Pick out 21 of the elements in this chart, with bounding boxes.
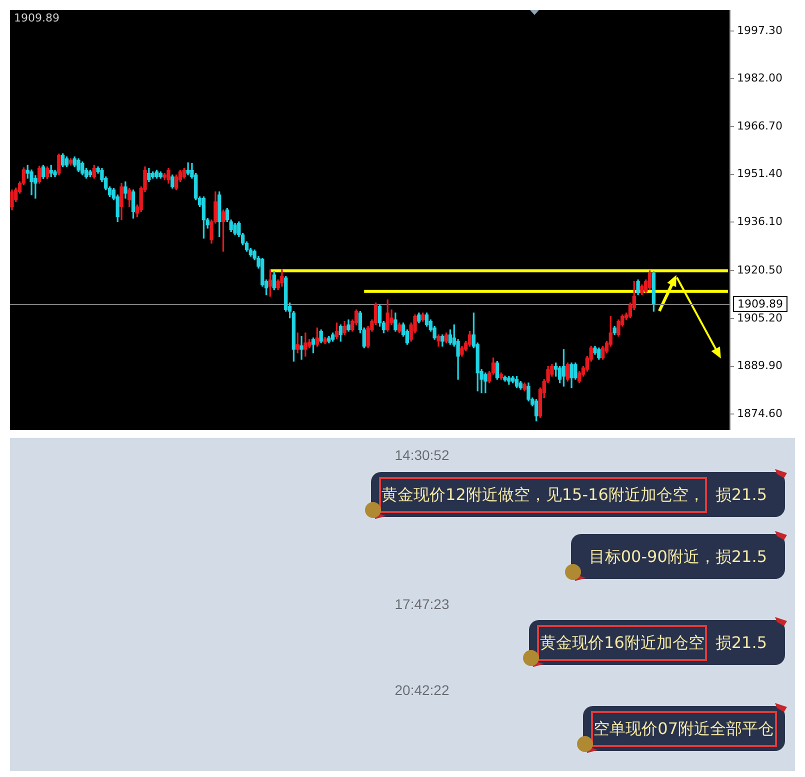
y-tick-label: 1936.10 (737, 214, 782, 228)
ref-line-label: 1909.89 (738, 297, 783, 310)
y-tick-label: 1982.00 (737, 72, 782, 85)
y-tick-label: 1874.60 (737, 406, 782, 420)
y-tick-label: 1889.90 (737, 359, 782, 372)
text: 损21.5 (715, 632, 767, 652)
text: 17:47:23 (394, 596, 450, 612)
y-tick-label: 1951.40 (737, 167, 782, 180)
candlestick (300, 336, 304, 360)
y-tick-label: 1905.20 (737, 311, 782, 324)
text: 黄金现价16附近加仓空 (540, 632, 704, 652)
text: 目标00-90附近，损21.5 (588, 546, 767, 566)
y-tick-label: 1997.30 (737, 24, 782, 37)
chart-title: 1909.89 (14, 11, 60, 24)
y-tick-label: 1966.70 (737, 119, 782, 132)
text: 黄金现价12附近做空，见15-16附近加仓空， (382, 484, 704, 504)
text: 空单现价07附近全部平仓 (594, 718, 774, 738)
y-tick-label: 1920.50 (737, 264, 782, 277)
text: 20:42:22 (394, 682, 450, 698)
text: 损21.5 (715, 484, 767, 504)
text: 14:30:52 (394, 447, 450, 463)
